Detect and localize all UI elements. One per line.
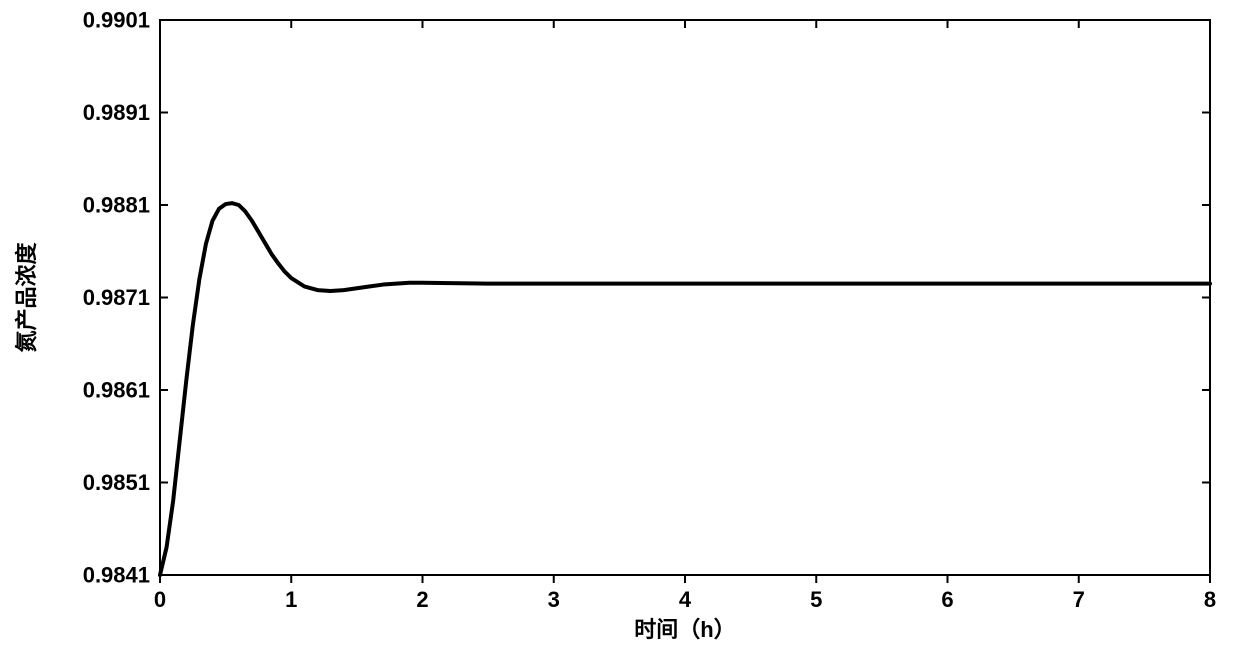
chart-container: 0 1 2 3 4 5 6 7 8 0.9841 0.9851 0.9861 0.9871 0.9881 0… — [0, 0, 1240, 652]
y-axis-label: 氮产品浓度 — [14, 242, 39, 353]
x-tick-label: 3 — [548, 587, 560, 612]
x-tick-label: 5 — [810, 587, 822, 612]
x-tick-label: 8 — [1204, 587, 1216, 612]
y-tick-label: 0.9861 — [83, 378, 150, 403]
line-chart: 0 1 2 3 4 5 6 7 8 0.9841 0.9851 0.9861 0.9871 0.9881 0… — [0, 0, 1240, 652]
y-tick-label: 0.9851 — [83, 470, 150, 495]
x-tick-label: 1 — [285, 587, 297, 612]
x-tick-label: 4 — [679, 587, 692, 612]
y-tick-label: 0.9891 — [83, 100, 150, 125]
x-tick-label: 7 — [1073, 587, 1085, 612]
x-tick-label: 2 — [416, 587, 428, 612]
x-axis-label: 时间（h） — [634, 617, 735, 642]
x-tick-label: 0 — [154, 587, 166, 612]
y-tick-label: 0.9841 — [83, 563, 150, 588]
y-tick-label: 0.9901 — [83, 8, 150, 33]
x-tick-label: 6 — [941, 587, 953, 612]
chart-background — [0, 0, 1240, 652]
y-tick-label: 0.9881 — [83, 193, 150, 218]
y-tick-label: 0.9871 — [83, 285, 150, 310]
